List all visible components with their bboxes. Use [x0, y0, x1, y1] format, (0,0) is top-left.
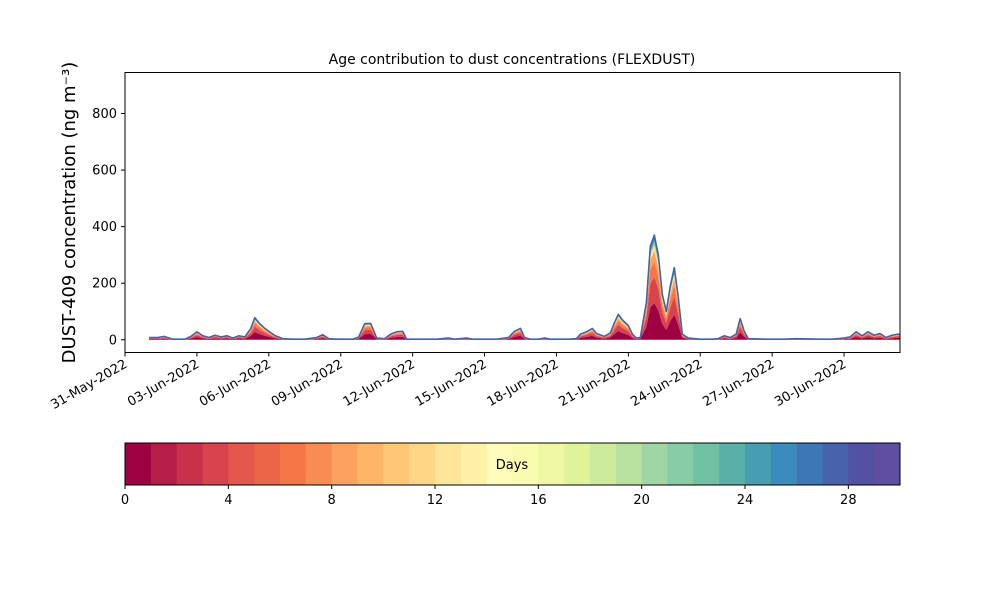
colorbar-bin	[667, 443, 694, 485]
colorbar-bin	[305, 443, 333, 485]
colorbar-bin	[150, 443, 178, 485]
colorbar-bin	[228, 443, 255, 485]
y-tick-label: 800	[92, 107, 117, 122]
colorbar-bin	[848, 443, 875, 485]
colorbar-bin	[357, 443, 384, 485]
colorbar-bin	[176, 443, 203, 485]
colorbar-bin	[280, 443, 307, 485]
colorbar-bin	[874, 443, 901, 485]
colorbar-bin	[460, 443, 488, 485]
colorbar-bin	[125, 443, 152, 485]
total-outline	[148, 234, 900, 341]
colorbar-bin	[822, 443, 849, 485]
colorbar-bin	[435, 443, 462, 485]
colorbar-bin	[512, 443, 539, 485]
colorbar-bin	[770, 443, 798, 485]
colorbar-tick-label: 4	[224, 493, 232, 508]
colorbar: 0 4 8 12 16 20 24 28	[121, 442, 901, 508]
y-axis-label: DUST-409 concentration (ng m⁻³)	[59, 62, 80, 364]
colorbar-bin	[254, 443, 281, 485]
colorbar-tick-label: 16	[530, 493, 547, 508]
colorbar-bin	[564, 443, 591, 485]
colorbar-tick-label: 0	[121, 493, 129, 508]
colorbar-tick-label: 24	[737, 493, 754, 508]
plot-frame	[124, 72, 901, 353]
colorbar-bin	[486, 443, 513, 485]
colorbar-tick-label: 28	[840, 493, 857, 508]
colorbar-bin	[590, 443, 617, 485]
plot-area	[148, 234, 900, 341]
y-tick-label: 0	[109, 333, 117, 348]
y-axis: 0 200 400 600 800	[92, 107, 125, 348]
colorbar-bin	[383, 443, 410, 485]
y-tick-label: 600	[92, 164, 117, 179]
colorbar-bin	[796, 443, 823, 485]
colorbar-bin	[719, 443, 746, 485]
colorbar-tick-label: 20	[633, 493, 650, 508]
colorbar-frame	[124, 442, 901, 486]
colorbar-tick-label: 12	[427, 493, 444, 508]
chart-title: Age contribution to dust concentrations …	[329, 52, 696, 68]
colorbar-bin	[693, 443, 720, 485]
colorbar-tick-label: 8	[328, 493, 336, 508]
y-tick-label: 200	[92, 277, 117, 292]
colorbar-bin	[641, 443, 668, 485]
colorbar-bin	[538, 443, 565, 485]
colorbar-bin	[745, 443, 772, 485]
colorbar-bin	[331, 443, 358, 485]
y-tick-label: 400	[92, 220, 117, 235]
colorbar-bin	[615, 443, 643, 485]
colorbar-bin	[409, 443, 436, 485]
colorbar-label: Days	[496, 458, 529, 473]
colorbar-bin	[202, 443, 229, 485]
